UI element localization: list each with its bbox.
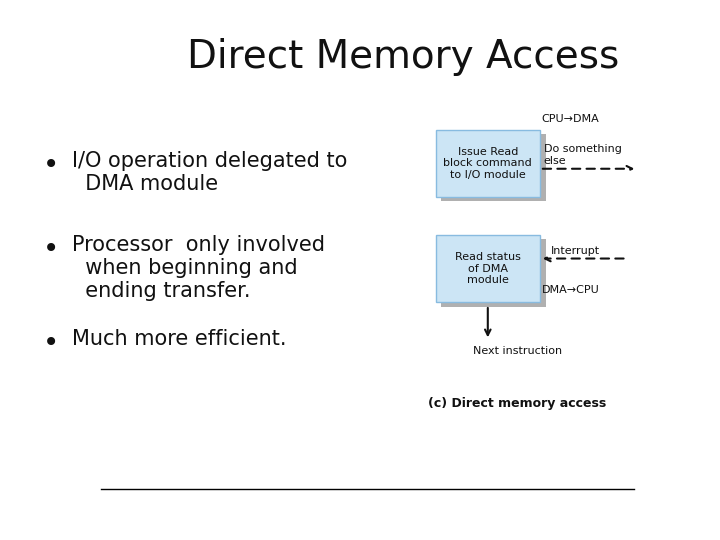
FancyBboxPatch shape <box>441 134 546 201</box>
Text: •: • <box>43 235 60 263</box>
Text: DMA→CPU: DMA→CPU <box>541 285 599 295</box>
Text: Direct Memory Access: Direct Memory Access <box>187 38 619 76</box>
Text: Interrupt: Interrupt <box>551 246 600 256</box>
Text: Do something
else: Do something else <box>544 144 621 166</box>
Text: Next instruction: Next instruction <box>474 346 562 356</box>
FancyBboxPatch shape <box>436 235 540 302</box>
Text: •: • <box>43 151 60 179</box>
Text: Much more efficient.: Much more efficient. <box>72 329 287 349</box>
Text: •: • <box>43 329 60 357</box>
Text: Issue Read
block command
to I/O module: Issue Read block command to I/O module <box>444 147 532 180</box>
Text: Processor  only involved
  when beginning and
  ending transfer.: Processor only involved when beginning a… <box>72 235 325 301</box>
Text: (c) Direct memory access: (c) Direct memory access <box>428 397 607 410</box>
FancyBboxPatch shape <box>441 239 546 307</box>
Text: CPU→DMA: CPU→DMA <box>541 114 599 124</box>
FancyBboxPatch shape <box>436 130 540 197</box>
Text: Read status
of DMA
module: Read status of DMA module <box>455 252 521 285</box>
Text: I/O operation delegated to
  DMA module: I/O operation delegated to DMA module <box>72 151 347 194</box>
